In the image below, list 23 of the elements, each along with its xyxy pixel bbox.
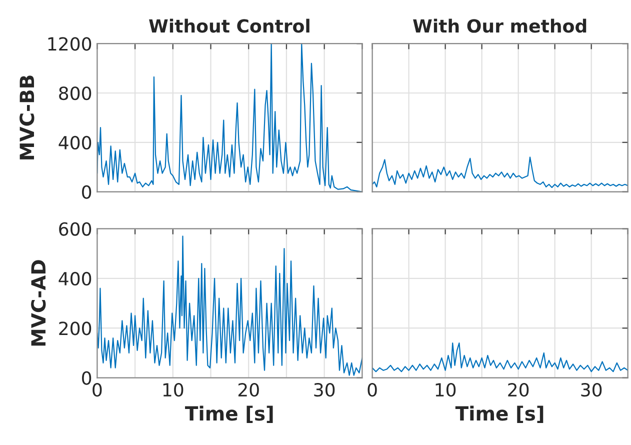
y-tick-label: 0 [82, 185, 92, 199]
line-series [97, 44, 362, 192]
y-tick-label: 600 [59, 222, 92, 236]
x-tick-label: 10 [163, 382, 184, 397]
x-tick-label: 20 [238, 382, 259, 397]
x-tick-label: 0 [92, 382, 102, 397]
y-tick-label: 0 [82, 371, 92, 385]
x-axis-title: Time [s] [455, 406, 544, 424]
y-tick-label: 1200 [48, 37, 92, 51]
x-tick-label: 20 [508, 382, 529, 397]
y-tick-label: 200 [59, 322, 92, 336]
y-tick-label: 400 [58, 136, 92, 150]
y-tick-label: 400 [58, 272, 92, 286]
x-tick-label: 10 [436, 382, 456, 397]
x-tick-label: 0 [368, 382, 377, 397]
y-axis-title: MVC-AD [31, 260, 46, 346]
x-tick-label: 30 [314, 382, 335, 397]
x-tick-label: 30 [581, 382, 602, 397]
y-axis-title: MVC-BB [20, 76, 34, 160]
y-tick-label: 800 [59, 86, 92, 100]
chart-title: Without Control [149, 18, 310, 33]
chart-title: With Our method [413, 18, 586, 33]
x-axis-title: Time [s] [185, 406, 273, 424]
